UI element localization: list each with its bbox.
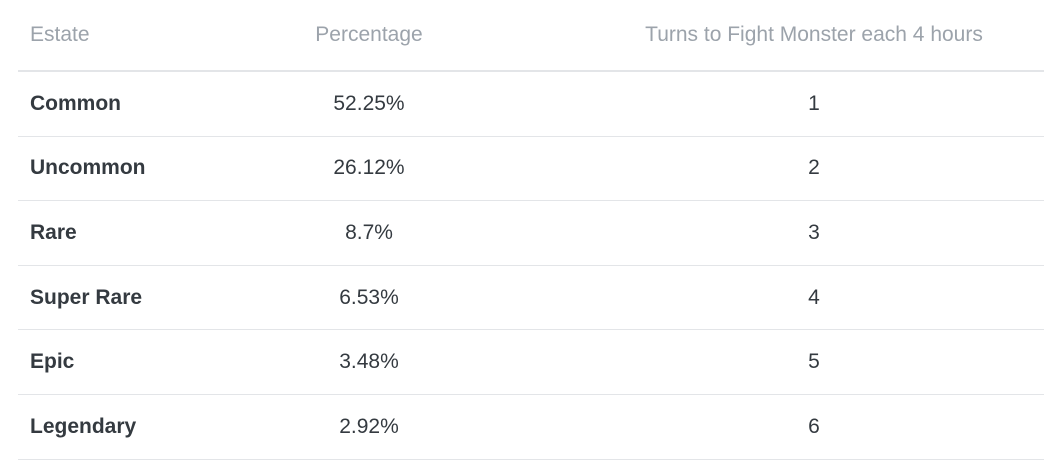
table-cell: Epic <box>30 350 75 374</box>
table-cell: 1 <box>808 91 820 115</box>
table-cell: 8.7% <box>345 220 393 244</box>
table: Estate Percentage Turns to Fight Monster e… <box>18 0 1044 472</box>
table-cell: 6 <box>808 414 820 438</box>
table-cell: Rare <box>30 220 77 244</box>
table-cell: 26.12% <box>333 156 405 180</box>
table-cell: 6.53% <box>339 285 399 309</box>
header-row: Estate Percentage Turns to Fight Monster e… <box>18 0 1044 72</box>
table-row: Legendary 2.92% 6 <box>18 395 1044 460</box>
table-row: Common 52.25% 1 <box>18 72 1044 137</box>
table-row: Uncommon 26.12% 2 <box>18 137 1044 202</box>
table-cell: 52.25% <box>333 91 405 115</box>
column-header: Percentage <box>315 23 423 46</box>
table-row: Epic 3.48% 5 <box>18 330 1044 395</box>
column-header: Turns to Fight Monster each 4 hours <box>645 23 983 46</box>
table-cell: Super Rare <box>30 285 143 309</box>
table-cell: Legendary <box>30 414 137 438</box>
table-row: Super Rare 6.53% 4 <box>18 266 1044 331</box>
table-cell: 3 <box>808 220 820 244</box>
table-cell: 4 <box>808 285 820 309</box>
table-cell: 3.48% <box>339 350 399 374</box>
table-cell: Uncommon <box>30 156 146 180</box>
table-cell: 2.92% <box>339 414 399 438</box>
table-cell: Common <box>30 91 121 115</box>
table-row: Rare 8.7% 3 <box>18 201 1044 266</box>
table-cell: 2 <box>808 156 820 180</box>
column-header: Estate <box>30 23 90 46</box>
table-cell: 5 <box>808 350 820 374</box>
